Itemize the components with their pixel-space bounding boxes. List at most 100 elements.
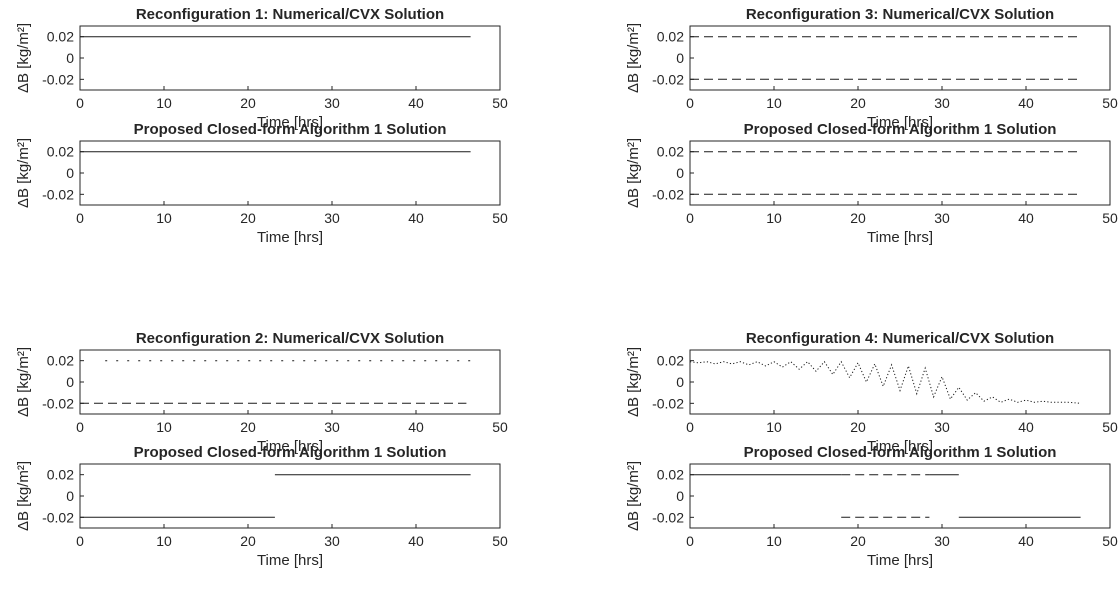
- y-tick-label: 0.02: [657, 353, 684, 369]
- subplot-7: Reconfiguration 4: Numerical/CVX Solutio…: [625, 330, 1118, 455]
- x-axis-label: Time [hrs]: [257, 114, 323, 131]
- y-axis-label: ΔB [kg/m²]: [15, 138, 32, 208]
- x-tick-label: 40: [1018, 419, 1034, 435]
- y-axis-label: ΔB [kg/m²]: [15, 347, 32, 417]
- x-tick-label: 10: [156, 210, 172, 226]
- x-axis-label: Time [hrs]: [257, 438, 323, 455]
- y-tick-label: -0.02: [652, 71, 684, 87]
- y-tick-label: 0.02: [47, 29, 74, 45]
- x-tick-label: 30: [324, 419, 340, 435]
- x-tick-label: 30: [324, 210, 340, 226]
- x-axis-label: Time [hrs]: [867, 229, 933, 246]
- y-axis-label: ΔB [kg/m²]: [625, 138, 642, 208]
- x-axis-label: Time [hrs]: [867, 114, 933, 131]
- axes-box: [689, 25, 1111, 91]
- subplot-title: Reconfiguration 4: Numerical/CVX Solutio…: [746, 330, 1054, 347]
- x-tick-label: 10: [766, 419, 782, 435]
- subplot-title: Reconfiguration 1: Numerical/CVX Solutio…: [136, 6, 444, 23]
- x-tick-label: 50: [1102, 210, 1118, 226]
- x-axis-label: Time [hrs]: [867, 438, 933, 455]
- y-tick-label: -0.02: [42, 395, 74, 411]
- x-tick-label: 30: [934, 210, 950, 226]
- series-line: [689, 360, 1081, 404]
- subplot-title: Proposed Closed-form Algorithm 1 Solutio…: [744, 444, 1057, 461]
- y-tick-label: 0: [66, 374, 74, 390]
- x-tick-label: 0: [686, 95, 694, 111]
- axes-box: [79, 25, 501, 91]
- y-tick-label: 0.02: [47, 353, 74, 369]
- subplot-3: Reconfiguration 2: Numerical/CVX Solutio…: [15, 330, 508, 455]
- y-tick-label: 0: [66, 488, 74, 504]
- y-tick-label: 0: [676, 165, 684, 181]
- x-tick-label: 20: [850, 419, 866, 435]
- x-tick-label: 0: [76, 210, 84, 226]
- x-tick-label: 10: [156, 419, 172, 435]
- x-tick-label: 30: [324, 533, 340, 549]
- subplot-6: Proposed Closed-form Algorithm 1 Solutio…: [625, 121, 1118, 246]
- y-tick-label: 0: [676, 50, 684, 66]
- axes-box: [689, 463, 1111, 529]
- x-tick-label: 40: [408, 210, 424, 226]
- x-tick-label: 20: [240, 210, 256, 226]
- x-tick-label: 0: [76, 419, 84, 435]
- x-axis-label: Time [hrs]: [257, 229, 323, 246]
- y-tick-label: -0.02: [42, 186, 74, 202]
- subplot-8: Proposed Closed-form Algorithm 1 Solutio…: [625, 444, 1118, 569]
- y-axis-label: ΔB [kg/m²]: [625, 23, 642, 93]
- y-tick-label: 0.02: [657, 144, 684, 160]
- x-tick-label: 50: [1102, 95, 1118, 111]
- x-tick-label: 0: [76, 95, 84, 111]
- x-tick-label: 20: [850, 210, 866, 226]
- y-tick-label: 0: [66, 165, 74, 181]
- y-tick-label: 0: [66, 50, 74, 66]
- subplot-title: Proposed Closed-form Algorithm 1 Solutio…: [744, 121, 1057, 138]
- y-tick-label: 0.02: [47, 467, 74, 483]
- axes-box: [79, 140, 501, 206]
- axes-box: [689, 140, 1111, 206]
- subplot-4: Proposed Closed-form Algorithm 1 Solutio…: [15, 444, 508, 569]
- y-axis-label: ΔB [kg/m²]: [15, 23, 32, 93]
- y-tick-label: 0: [676, 488, 684, 504]
- x-tick-label: 40: [408, 419, 424, 435]
- x-tick-label: 10: [766, 95, 782, 111]
- x-tick-label: 40: [408, 95, 424, 111]
- x-tick-label: 20: [240, 95, 256, 111]
- x-tick-label: 40: [408, 533, 424, 549]
- x-tick-label: 10: [156, 95, 172, 111]
- x-tick-label: 40: [1018, 95, 1034, 111]
- x-tick-label: 10: [766, 210, 782, 226]
- y-tick-label: -0.02: [42, 71, 74, 87]
- x-tick-label: 40: [1018, 533, 1034, 549]
- y-tick-label: 0.02: [47, 144, 74, 160]
- y-axis-label: ΔB [kg/m²]: [625, 461, 642, 531]
- subplot-1: Reconfiguration 1: Numerical/CVX Solutio…: [15, 6, 508, 131]
- x-tick-label: 30: [324, 95, 340, 111]
- y-tick-label: 0.02: [657, 29, 684, 45]
- axes-box: [79, 349, 501, 415]
- y-axis-label: ΔB [kg/m²]: [15, 461, 32, 531]
- y-axis-label: ΔB [kg/m²]: [625, 347, 642, 417]
- y-tick-label: 0: [676, 374, 684, 390]
- subplot-2: Proposed Closed-form Algorithm 1 Solutio…: [15, 121, 508, 246]
- x-tick-label: 50: [492, 210, 508, 226]
- x-tick-label: 30: [934, 419, 950, 435]
- x-tick-label: 50: [1102, 533, 1118, 549]
- subplot-title: Proposed Closed-form Algorithm 1 Solutio…: [134, 121, 447, 138]
- x-tick-label: 50: [492, 533, 508, 549]
- x-tick-label: 20: [240, 533, 256, 549]
- x-tick-label: 20: [850, 95, 866, 111]
- axes-box: [79, 463, 501, 529]
- x-tick-label: 20: [240, 419, 256, 435]
- x-tick-label: 0: [686, 210, 694, 226]
- subplot-title: Reconfiguration 2: Numerical/CVX Solutio…: [136, 330, 444, 347]
- x-tick-label: 50: [492, 419, 508, 435]
- x-tick-label: 0: [686, 419, 694, 435]
- y-tick-label: -0.02: [652, 395, 684, 411]
- x-tick-label: 30: [934, 533, 950, 549]
- x-tick-label: 20: [850, 533, 866, 549]
- x-tick-label: 40: [1018, 210, 1034, 226]
- axes-box: [689, 349, 1111, 415]
- subplot-5: Reconfiguration 3: Numerical/CVX Solutio…: [625, 6, 1118, 131]
- subplot-title: Reconfiguration 3: Numerical/CVX Solutio…: [746, 6, 1054, 23]
